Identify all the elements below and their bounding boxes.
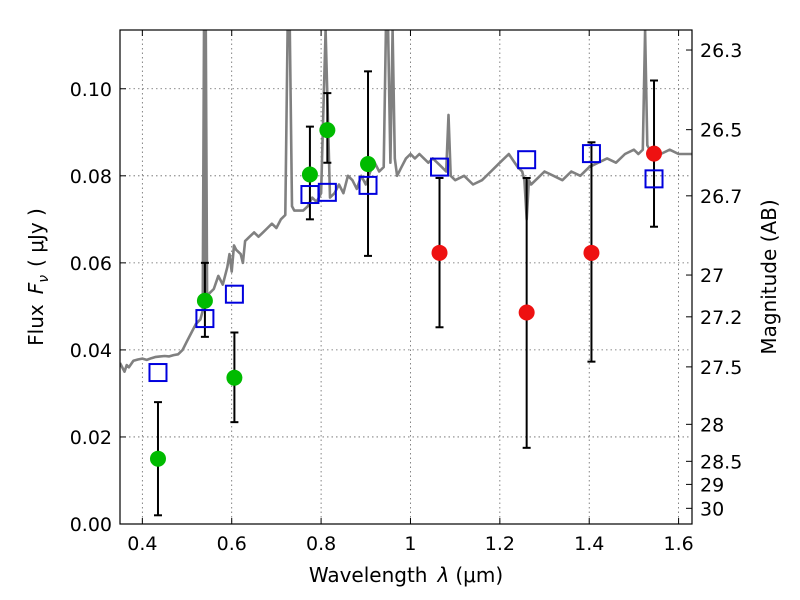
y-tick-label: 0.02 <box>70 427 112 449</box>
error-bars <box>153 70 659 517</box>
data-point <box>301 166 318 183</box>
x-tick-label: 0.8 <box>306 533 336 555</box>
x-tick-label: 1.2 <box>485 533 515 555</box>
plot-frame <box>119 29 693 525</box>
magnitude-tick-label: 27.5 <box>700 357 742 379</box>
model-spectrum-line <box>120 30 692 374</box>
y-tick-label: 0.06 <box>70 253 112 275</box>
model-point <box>195 309 215 329</box>
model-point <box>317 182 337 202</box>
data-point <box>226 369 243 386</box>
model-point <box>581 144 601 164</box>
model-flux-squares <box>148 144 664 383</box>
magnitude-axis-label: Magnitude (AB) <box>757 199 781 354</box>
y-tick-label: 0.04 <box>70 340 112 362</box>
magnitude-tick-label: 28 <box>700 414 724 436</box>
y-tick-label: 0.00 <box>70 514 112 536</box>
model-point <box>148 363 168 383</box>
y-axis-ticks: 0.00 0.02 0.04 0.06 0.08 0.10 <box>70 79 126 536</box>
data-point <box>360 156 377 173</box>
data-point <box>583 244 600 261</box>
x-tick-label: 0.6 <box>217 533 247 555</box>
model-point <box>224 284 244 304</box>
magnitude-tick-label: 30 <box>700 498 724 520</box>
magnitude-tick-label: 27 <box>700 265 724 287</box>
data-point <box>646 145 663 162</box>
y-tick-label: 0.08 <box>70 166 112 188</box>
magnitude-tick-label: 26.5 <box>700 120 742 142</box>
data-point <box>149 450 166 467</box>
model-point <box>430 157 450 177</box>
y-tick-label: 0.10 <box>70 79 112 101</box>
observed-flux-points <box>149 122 663 467</box>
y-axis-label: FluxFν( μJy ) <box>24 208 52 346</box>
data-point <box>196 292 213 309</box>
data-point <box>431 244 448 261</box>
x-tick-label: 1.6 <box>663 533 693 555</box>
model-point <box>358 175 378 195</box>
x-tick-label: 1 <box>404 533 416 555</box>
magnitude-tick-label: 27.2 <box>700 307 742 329</box>
x-axis-label: Wavelength λ (μm) <box>309 563 503 587</box>
model-point <box>517 150 537 170</box>
magnitude-tick-label: 26.7 <box>700 186 742 208</box>
magnitude-tick-label: 28.5 <box>700 451 742 473</box>
model-point <box>644 169 664 189</box>
x-tick-label: 1.4 <box>574 533 604 555</box>
x-tick-label: 0.4 <box>127 533 157 555</box>
data-point <box>518 304 535 321</box>
data-point <box>319 122 336 139</box>
magnitude-tick-label: 26.3 <box>700 40 742 62</box>
x-axis-ticks: 0.4 0.6 0.8 1 1.2 1.4 1.6 <box>127 30 694 555</box>
model-spectrum <box>120 30 692 374</box>
magnitude-tick-label: 29 <box>700 474 724 496</box>
